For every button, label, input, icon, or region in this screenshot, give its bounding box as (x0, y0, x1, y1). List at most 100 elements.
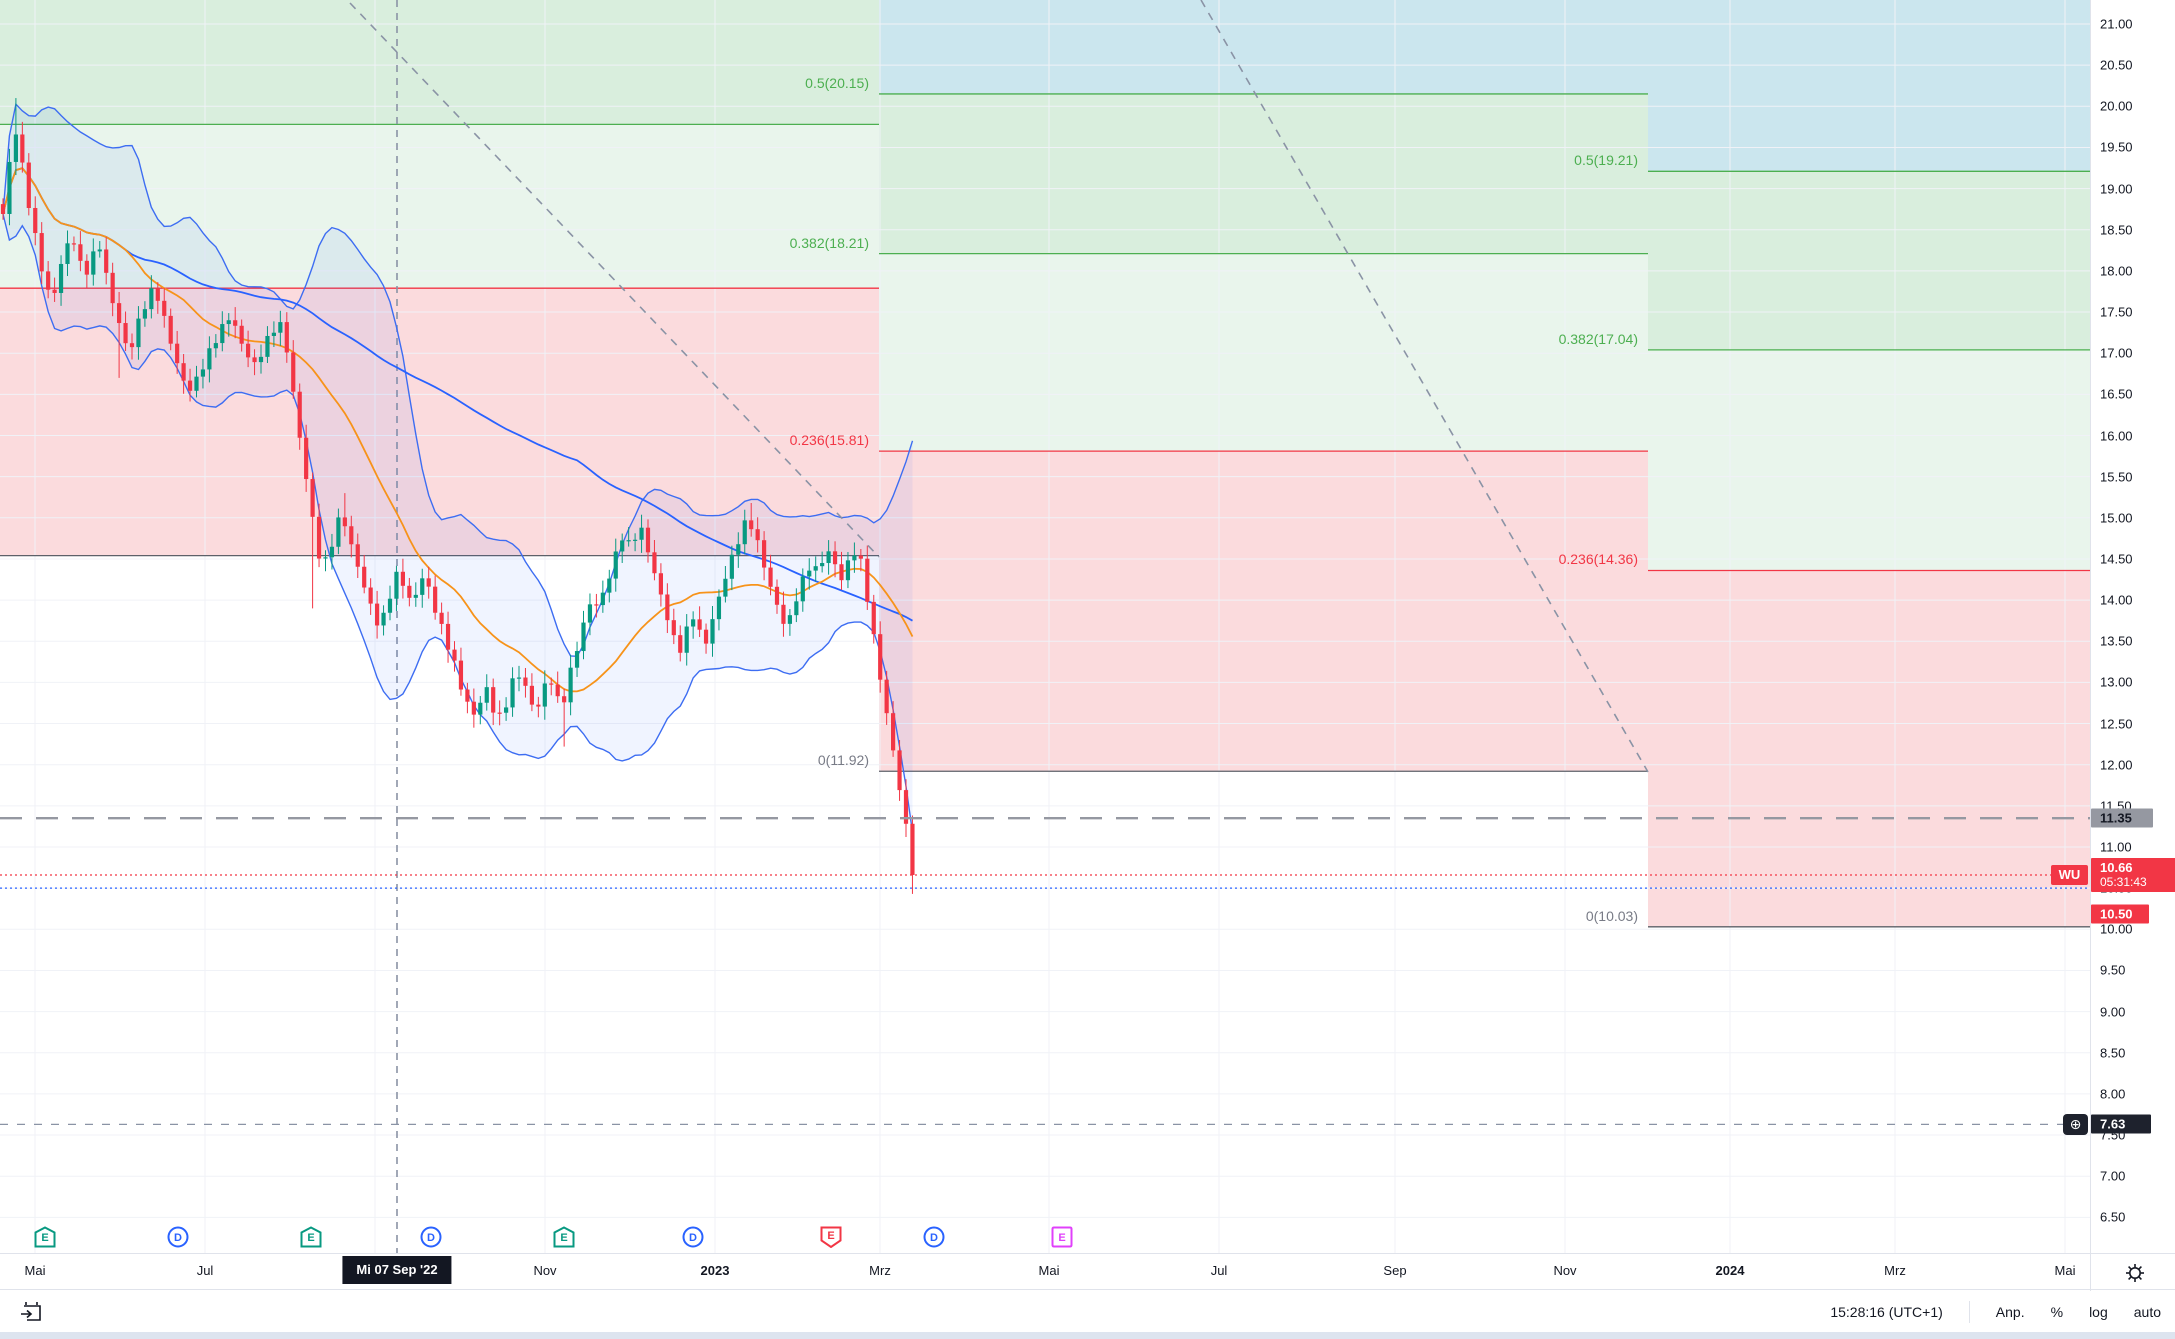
candle-body (587, 604, 593, 623)
bollinger-upper-line[interactable] (2, 102, 914, 658)
bollinger-lower-line[interactable] (2, 213, 914, 833)
candle-body (304, 437, 309, 480)
fib-band (879, 253, 1648, 452)
svg-text:E: E (827, 1230, 834, 1242)
candle-body (78, 244, 83, 261)
candle-body (742, 520, 747, 545)
candle-body (452, 649, 457, 661)
auto-scale-button[interactable]: auto (2133, 1303, 2161, 1320)
fib-level-label: 0.382(18.21) (789, 234, 869, 251)
candle-body (252, 357, 257, 363)
clock-utc-label[interactable]: 15:28:16 (UTC+1) (1830, 1303, 1943, 1320)
price-tick-label: 9.00 (2100, 1004, 2126, 1020)
sma20-line[interactable] (2, 167, 914, 693)
time-tick-label[interactable]: Nov (533, 1263, 557, 1278)
last-price-badge[interactable]: 10.66 05:31:43 (2091, 857, 2175, 892)
bottom-toolbar: 15:28:16 (UTC+1) Anp. % log auto (0, 1291, 2175, 1332)
candle-body (729, 554, 734, 579)
symbol-price-tag[interactable]: WU (2051, 864, 2088, 885)
candle-body (84, 260, 89, 275)
go-to-date-icon[interactable] (16, 1298, 46, 1326)
candle-body (620, 540, 625, 552)
time-tick-label[interactable]: Jul (196, 1263, 214, 1278)
candle-body (291, 352, 296, 392)
candle-body (129, 343, 135, 348)
time-tick-label[interactable]: Mai (1038, 1263, 1060, 1278)
chart-canvas[interactable]: 0.5(20.15) 0.382(18.21) 0.236(15.81) 0(11.9… (0, 0, 2090, 1253)
svg-text:D: D (174, 1232, 182, 1244)
candle-body (187, 380, 193, 391)
candle-body (581, 622, 586, 652)
candle-body (626, 540, 631, 542)
candle-body (355, 544, 360, 567)
candle-body (678, 635, 683, 653)
candle-body (458, 660, 464, 690)
candle-body (407, 585, 412, 598)
price-tick-label: 16.50 (2100, 386, 2133, 402)
price-tick-label: 13.50 (2100, 633, 2133, 649)
adjust-data-button[interactable]: Anp. (1995, 1303, 2025, 1320)
alert-price-badge[interactable]: 7.63 (2091, 1114, 2151, 1134)
time-tick-label[interactable]: 2024 (1715, 1263, 1745, 1278)
price-tick-label: 6.50 (2100, 1209, 2126, 1225)
price-badge[interactable]: 10.50 (2091, 904, 2149, 924)
candle-body (871, 601, 876, 635)
candle-body (155, 288, 160, 301)
time-tick-label[interactable]: Sep (1383, 1263, 1407, 1278)
candle-body (297, 391, 302, 438)
candle-body (710, 619, 715, 644)
candle-body (316, 516, 322, 559)
fib-band (879, 93, 1648, 254)
price-badge[interactable]: 11.35 (2091, 808, 2153, 828)
time-tick-label[interactable]: Mrz (1884, 1263, 1906, 1278)
candle-body (633, 539, 638, 541)
trendline-dashed[interactable] (349, 2, 880, 558)
time-tick-label[interactable]: Mai (24, 1263, 46, 1278)
candle-body (497, 712, 502, 714)
time-axis[interactable]: Mai Jul Nov 2023 Mrz Mai Jul Sep Nov 2024 Mrz Mai M… (0, 1253, 2175, 1291)
log-scale-button[interactable]: log (2089, 1303, 2108, 1320)
percent-scale-button[interactable]: % (2050, 1303, 2064, 1320)
chart-plot (0, 0, 2090, 1253)
slow-ma-line[interactable] (2, 167, 913, 622)
alert-plus-icon[interactable]: ⊕ (2063, 1113, 2088, 1135)
fib-band (1648, 570, 2090, 927)
candle-body (749, 520, 754, 530)
fib-band (1648, 0, 2090, 172)
price-tick-label: 19.00 (2100, 181, 2133, 197)
candle-body (574, 651, 580, 668)
time-tick-label[interactable]: Jul (1210, 1263, 1228, 1278)
candle-body (897, 750, 902, 791)
candle-body (65, 243, 70, 264)
time-tick-label[interactable]: Mrz (869, 1263, 891, 1278)
svg-text:E: E (307, 1232, 314, 1244)
time-tick-label[interactable]: Mai (2054, 1263, 2076, 1278)
time-tick-label[interactable]: 2023 (700, 1263, 730, 1278)
svg-text:D: D (689, 1232, 697, 1244)
candle-body (33, 207, 38, 234)
svg-text:E: E (41, 1232, 48, 1244)
candle-body (536, 704, 541, 707)
chart-settings-gear-icon[interactable] (2118, 1258, 2152, 1288)
candle-body (265, 335, 270, 357)
candle-body (852, 555, 857, 561)
price-tick-label: 17.00 (2100, 345, 2133, 361)
candle-body (233, 320, 238, 326)
price-tick-label: 14.00 (2100, 592, 2133, 608)
candle-body (703, 629, 709, 644)
candle-body (755, 529, 760, 541)
candle-body (736, 544, 741, 555)
fib-band (0, 0, 879, 125)
candle-body (658, 573, 663, 595)
candle-body (555, 684, 560, 697)
candle-body (645, 527, 651, 553)
time-tick-label[interactable]: Nov (1553, 1263, 1577, 1278)
candle-body (323, 557, 328, 559)
candle-body (7, 161, 12, 214)
price-axis[interactable]: 21.00 20.50 20.00 19.50 19.00 18.50 18.00 17.50… (2090, 0, 2175, 1290)
countdown-timer: 05:31:43 (2100, 874, 2147, 889)
candle-body (491, 687, 496, 713)
candle-body (652, 552, 657, 574)
fib-band (879, 451, 1648, 772)
fib-band (1648, 349, 2090, 571)
